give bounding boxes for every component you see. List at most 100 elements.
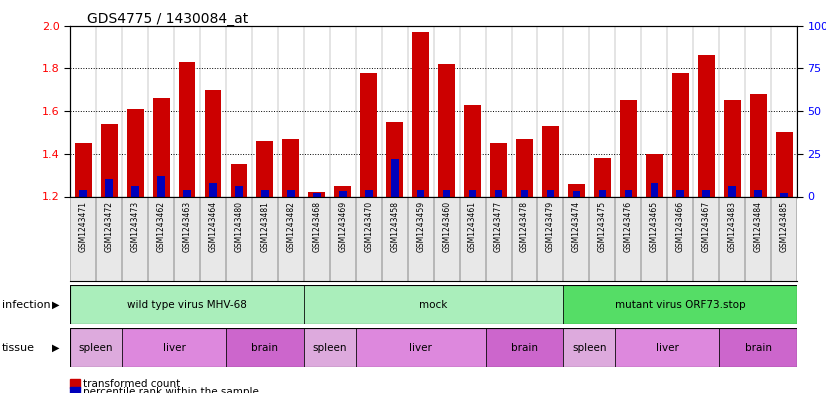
Text: liver: liver bbox=[409, 343, 432, 353]
Bar bbox=[651, 183, 658, 196]
Text: spleen: spleen bbox=[79, 343, 113, 353]
Bar bbox=[261, 190, 268, 196]
Bar bbox=[313, 193, 320, 196]
Bar bbox=[702, 190, 710, 196]
Bar bbox=[157, 176, 165, 196]
Text: GSM1243462: GSM1243462 bbox=[157, 201, 165, 252]
Bar bbox=[70, 328, 122, 367]
Bar bbox=[594, 158, 610, 196]
Bar bbox=[754, 190, 762, 196]
Bar bbox=[516, 139, 533, 196]
Bar bbox=[672, 73, 689, 196]
Bar bbox=[356, 328, 486, 367]
Bar bbox=[304, 285, 563, 324]
Bar bbox=[339, 191, 347, 196]
Bar bbox=[360, 73, 377, 196]
Text: brain: brain bbox=[511, 343, 538, 353]
Bar bbox=[520, 190, 529, 196]
Text: GSM1243485: GSM1243485 bbox=[780, 201, 789, 252]
Bar bbox=[563, 328, 615, 367]
Text: GSM1243460: GSM1243460 bbox=[442, 201, 451, 252]
Bar bbox=[490, 143, 507, 196]
Bar bbox=[719, 328, 797, 367]
Text: GSM1243474: GSM1243474 bbox=[572, 201, 581, 252]
Text: GSM1243458: GSM1243458 bbox=[390, 201, 399, 252]
Text: GSM1243480: GSM1243480 bbox=[235, 201, 244, 252]
Text: GSM1243463: GSM1243463 bbox=[183, 201, 192, 252]
Text: GSM1243466: GSM1243466 bbox=[676, 201, 685, 252]
Bar bbox=[256, 141, 273, 196]
Bar bbox=[438, 64, 455, 196]
Bar bbox=[568, 184, 585, 196]
Bar bbox=[183, 190, 191, 196]
Bar bbox=[70, 285, 304, 324]
Bar bbox=[365, 190, 373, 196]
Text: GSM1243484: GSM1243484 bbox=[753, 201, 762, 252]
Text: percentile rank within the sample: percentile rank within the sample bbox=[83, 387, 259, 393]
Text: GSM1243475: GSM1243475 bbox=[598, 201, 607, 252]
Text: brain: brain bbox=[251, 343, 278, 353]
Bar bbox=[178, 62, 196, 196]
Text: mock: mock bbox=[420, 299, 448, 310]
Bar bbox=[417, 190, 425, 196]
Bar bbox=[624, 190, 632, 196]
Text: GSM1243467: GSM1243467 bbox=[702, 201, 710, 252]
Bar bbox=[226, 328, 304, 367]
Bar bbox=[563, 285, 797, 324]
Text: liver: liver bbox=[163, 343, 186, 353]
Text: GSM1243471: GSM1243471 bbox=[78, 201, 88, 252]
Bar bbox=[209, 183, 216, 196]
Text: GSM1243472: GSM1243472 bbox=[105, 201, 114, 252]
Bar bbox=[676, 190, 684, 196]
Text: GSM1243479: GSM1243479 bbox=[546, 201, 555, 252]
Bar bbox=[335, 186, 351, 196]
Bar bbox=[599, 190, 606, 196]
Text: GSM1243470: GSM1243470 bbox=[364, 201, 373, 252]
Bar bbox=[308, 192, 325, 196]
Text: GSM1243464: GSM1243464 bbox=[208, 201, 217, 252]
Text: GSM1243465: GSM1243465 bbox=[650, 201, 659, 252]
Text: GSM1243468: GSM1243468 bbox=[312, 201, 321, 252]
Bar bbox=[153, 98, 169, 196]
Bar bbox=[572, 191, 580, 196]
Bar bbox=[547, 190, 554, 196]
Text: GSM1243476: GSM1243476 bbox=[624, 201, 633, 252]
Bar bbox=[122, 328, 226, 367]
Bar bbox=[443, 190, 450, 196]
Bar bbox=[79, 190, 87, 196]
Text: tissue: tissue bbox=[2, 343, 35, 353]
Text: spleen: spleen bbox=[572, 343, 606, 353]
Text: GSM1243477: GSM1243477 bbox=[494, 201, 503, 252]
Bar bbox=[412, 32, 430, 196]
Bar bbox=[75, 143, 92, 196]
Text: mutant virus ORF73.stop: mutant virus ORF73.stop bbox=[615, 299, 746, 310]
Bar bbox=[542, 126, 559, 196]
Bar bbox=[230, 164, 248, 196]
Text: transformed count: transformed count bbox=[83, 379, 180, 389]
Bar bbox=[776, 132, 792, 196]
Bar bbox=[729, 186, 736, 196]
Bar bbox=[469, 190, 477, 196]
Text: ▶: ▶ bbox=[52, 343, 59, 353]
Bar bbox=[698, 55, 714, 196]
Text: liver: liver bbox=[656, 343, 679, 353]
Bar bbox=[106, 179, 113, 196]
Bar bbox=[724, 100, 741, 196]
Text: brain: brain bbox=[745, 343, 771, 353]
Bar bbox=[495, 190, 502, 196]
Text: GSM1243459: GSM1243459 bbox=[416, 201, 425, 252]
Bar bbox=[282, 139, 299, 196]
Text: infection: infection bbox=[2, 299, 50, 310]
Text: GSM1243482: GSM1243482 bbox=[287, 201, 296, 252]
Bar bbox=[615, 328, 719, 367]
Text: wild type virus MHV-68: wild type virus MHV-68 bbox=[127, 299, 247, 310]
Text: GSM1243473: GSM1243473 bbox=[131, 201, 140, 252]
Bar bbox=[486, 328, 563, 367]
Text: GSM1243483: GSM1243483 bbox=[728, 201, 737, 252]
Bar bbox=[235, 186, 243, 196]
Text: GSM1243481: GSM1243481 bbox=[260, 201, 269, 252]
Text: GDS4775 / 1430084_at: GDS4775 / 1430084_at bbox=[87, 12, 248, 26]
Bar bbox=[387, 122, 403, 196]
Bar bbox=[101, 124, 117, 196]
Text: GSM1243478: GSM1243478 bbox=[520, 201, 529, 252]
